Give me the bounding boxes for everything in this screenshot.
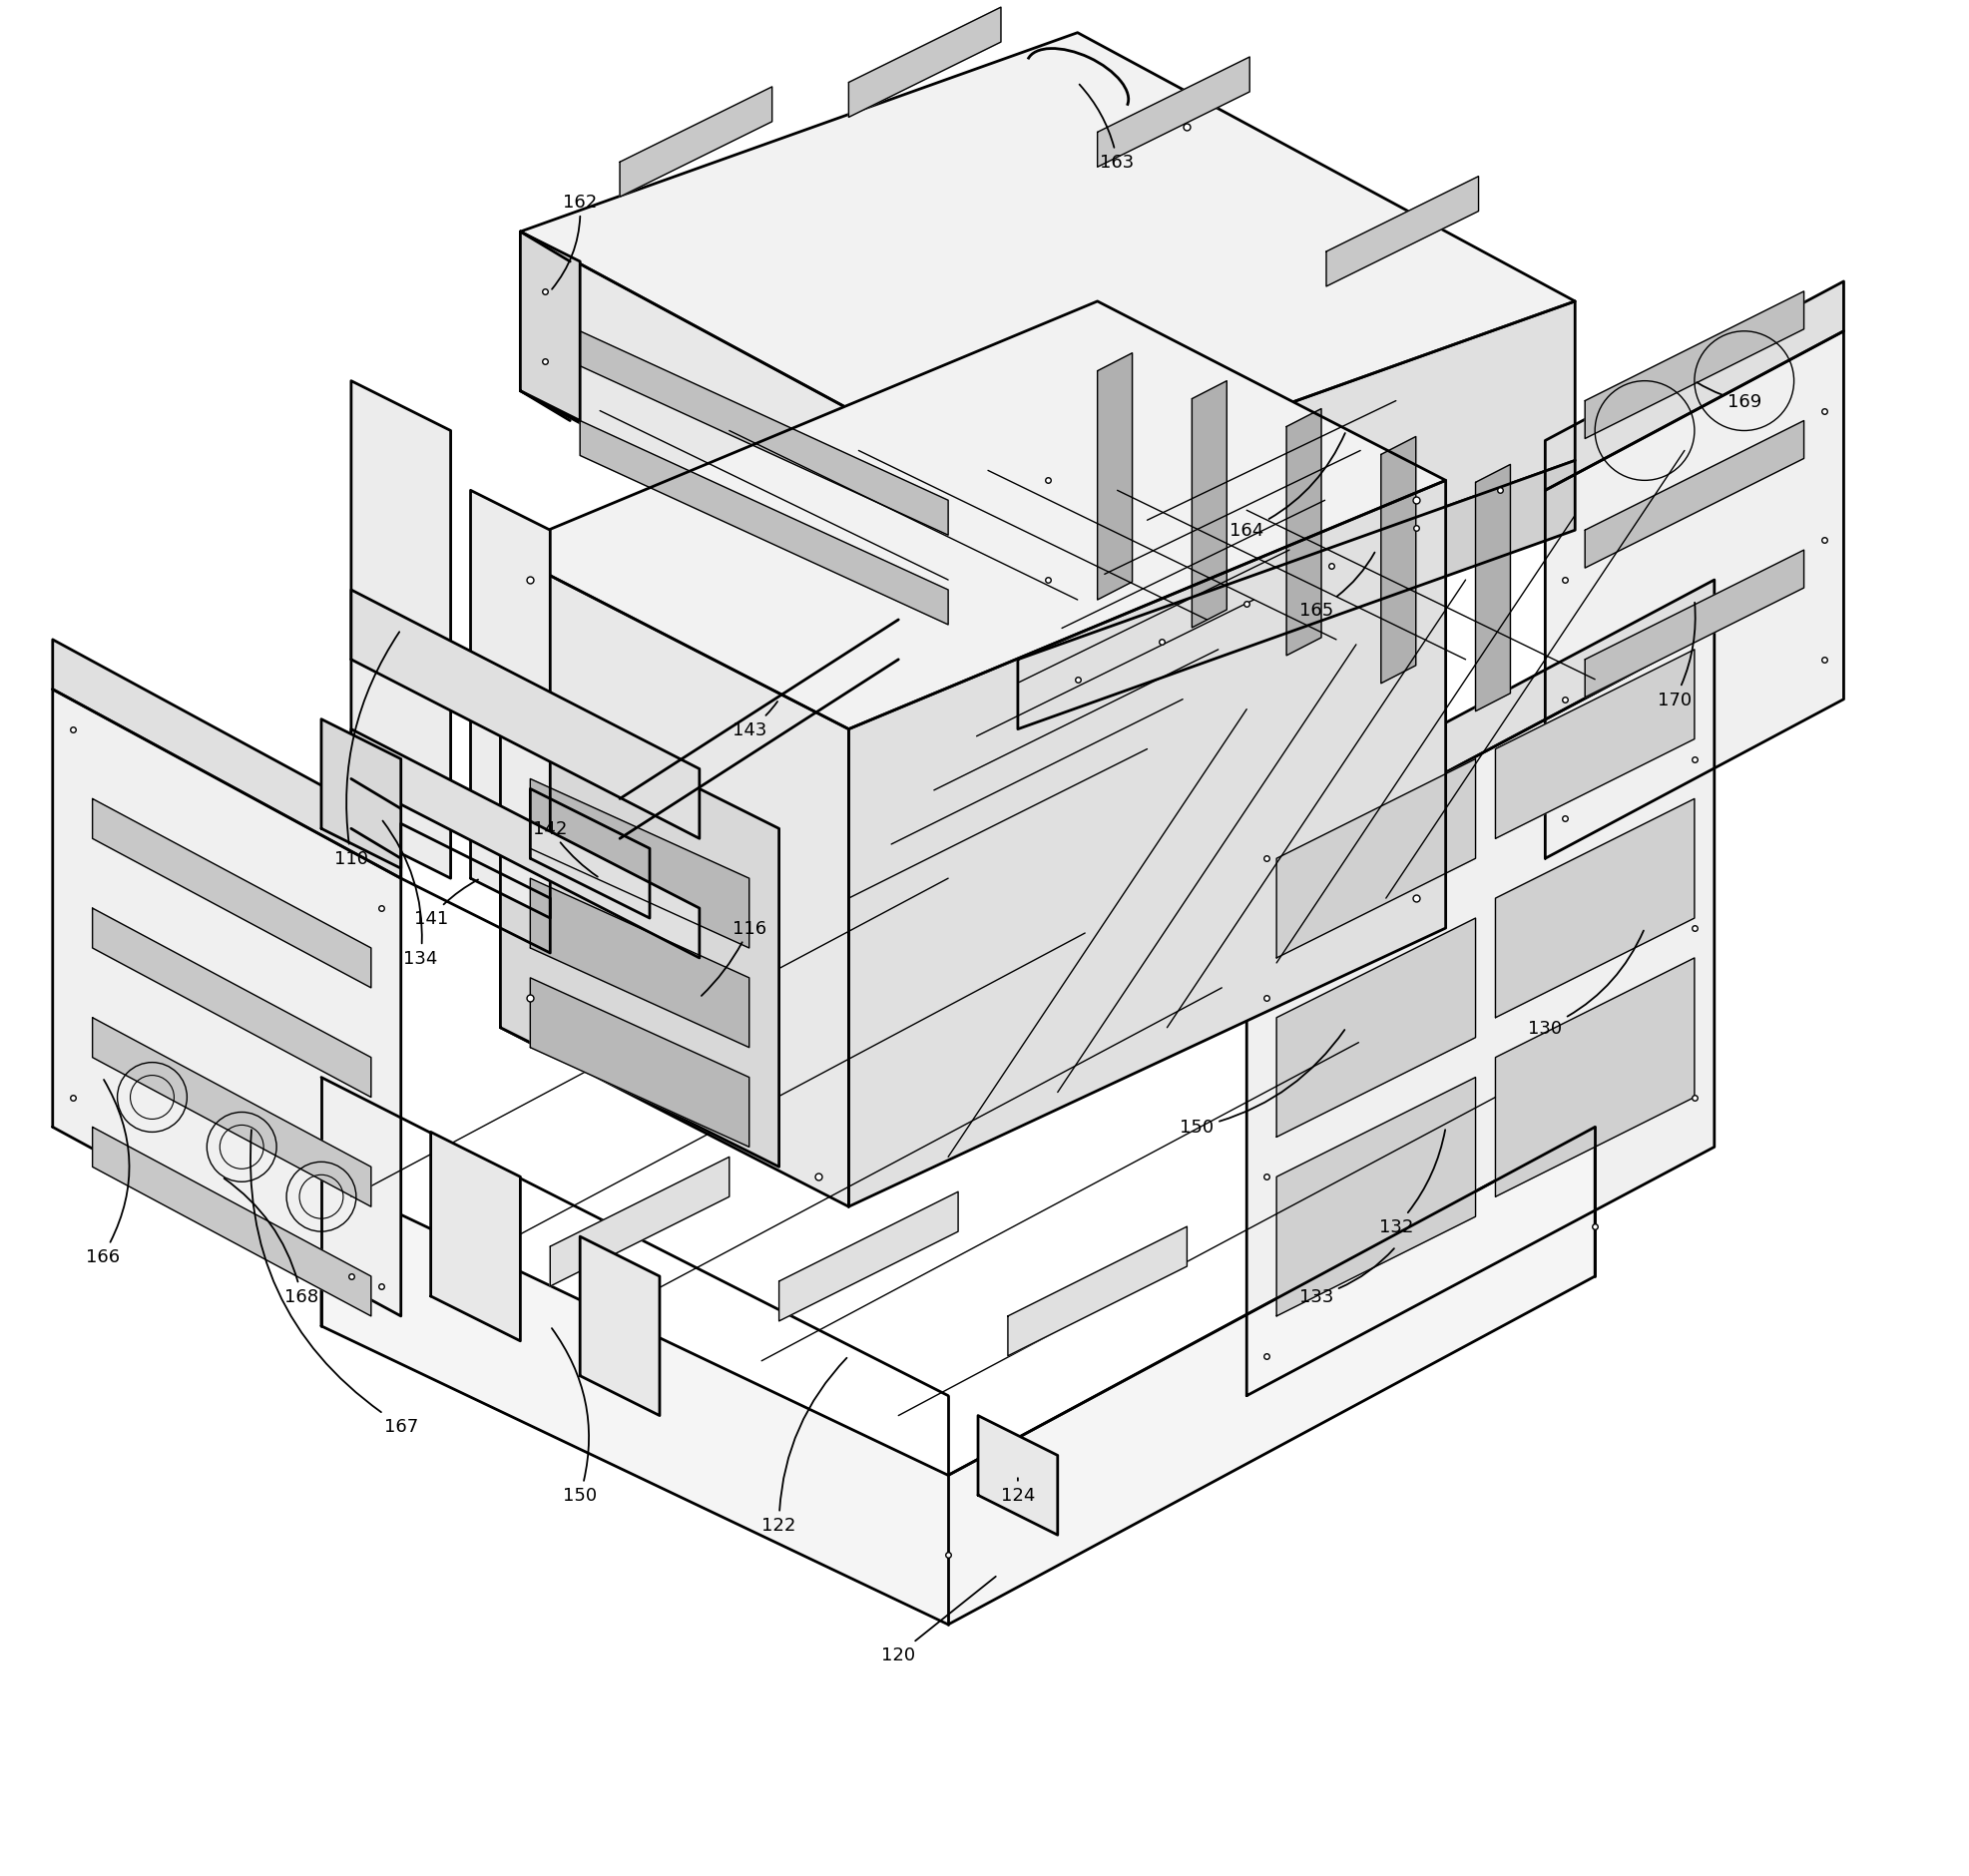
- Polygon shape: [520, 233, 579, 422]
- Polygon shape: [321, 720, 402, 869]
- Polygon shape: [1246, 630, 1713, 1396]
- Polygon shape: [1276, 760, 1475, 959]
- Polygon shape: [530, 977, 748, 1148]
- Polygon shape: [849, 480, 1445, 1206]
- Text: 150: 150: [551, 1328, 597, 1505]
- Polygon shape: [579, 1236, 660, 1416]
- Polygon shape: [1494, 959, 1693, 1197]
- Polygon shape: [1097, 58, 1248, 167]
- Polygon shape: [1325, 176, 1479, 287]
- Text: 110: 110: [335, 632, 400, 869]
- Polygon shape: [1585, 293, 1804, 439]
- Polygon shape: [1276, 1077, 1475, 1317]
- Polygon shape: [1276, 919, 1475, 1137]
- Text: 142: 142: [534, 820, 597, 878]
- Polygon shape: [1246, 580, 1713, 878]
- Polygon shape: [1494, 651, 1693, 839]
- Text: 164: 164: [1229, 433, 1345, 540]
- Polygon shape: [1018, 461, 1575, 730]
- Text: 122: 122: [762, 1358, 847, 1535]
- Text: 166: 166: [85, 1081, 130, 1266]
- Polygon shape: [350, 381, 451, 878]
- Polygon shape: [1018, 302, 1575, 660]
- Text: 133: 133: [1298, 1249, 1394, 1306]
- Polygon shape: [579, 332, 947, 537]
- Polygon shape: [431, 1133, 520, 1341]
- Polygon shape: [1585, 552, 1804, 698]
- Polygon shape: [93, 799, 370, 989]
- Polygon shape: [520, 233, 1018, 660]
- Text: 124: 124: [1000, 1478, 1034, 1505]
- Polygon shape: [778, 1191, 957, 1321]
- Text: 141: 141: [413, 880, 478, 927]
- Polygon shape: [549, 1157, 729, 1287]
- Polygon shape: [350, 591, 699, 839]
- Text: 165: 165: [1300, 553, 1374, 619]
- Text: 170: 170: [1656, 604, 1695, 709]
- Text: 163: 163: [1079, 84, 1134, 173]
- Polygon shape: [471, 492, 549, 919]
- Text: 167: 167: [250, 1129, 417, 1435]
- Polygon shape: [53, 640, 402, 878]
- Polygon shape: [530, 779, 748, 949]
- Polygon shape: [1544, 281, 1843, 492]
- Polygon shape: [93, 1127, 370, 1317]
- Text: 162: 162: [551, 193, 597, 291]
- Polygon shape: [500, 302, 1445, 730]
- Text: 150: 150: [1179, 1030, 1345, 1137]
- Text: 132: 132: [1378, 1129, 1445, 1236]
- Text: 169: 169: [1695, 383, 1760, 411]
- Polygon shape: [530, 878, 748, 1049]
- Polygon shape: [849, 8, 1000, 118]
- Polygon shape: [321, 1127, 1595, 1625]
- Polygon shape: [1475, 465, 1510, 711]
- Text: 116: 116: [701, 919, 766, 996]
- Polygon shape: [1286, 409, 1321, 657]
- Polygon shape: [350, 730, 699, 959]
- Text: 130: 130: [1528, 930, 1642, 1037]
- Text: 143: 143: [732, 702, 778, 739]
- Polygon shape: [520, 34, 1575, 501]
- Text: 120: 120: [880, 1576, 994, 1664]
- Polygon shape: [1191, 381, 1227, 628]
- Polygon shape: [93, 1019, 370, 1206]
- Polygon shape: [579, 422, 947, 625]
- Polygon shape: [1008, 1227, 1187, 1356]
- Polygon shape: [1585, 422, 1804, 568]
- Text: 168: 168: [224, 1178, 319, 1306]
- Polygon shape: [500, 690, 778, 1167]
- Polygon shape: [93, 908, 370, 1097]
- Polygon shape: [500, 552, 849, 1206]
- Polygon shape: [1494, 799, 1693, 1019]
- Polygon shape: [53, 690, 402, 1317]
- Polygon shape: [977, 1416, 1057, 1535]
- Text: 134: 134: [382, 822, 437, 968]
- Polygon shape: [1097, 355, 1132, 600]
- Polygon shape: [1544, 332, 1843, 859]
- Polygon shape: [1380, 437, 1416, 685]
- Polygon shape: [620, 88, 772, 197]
